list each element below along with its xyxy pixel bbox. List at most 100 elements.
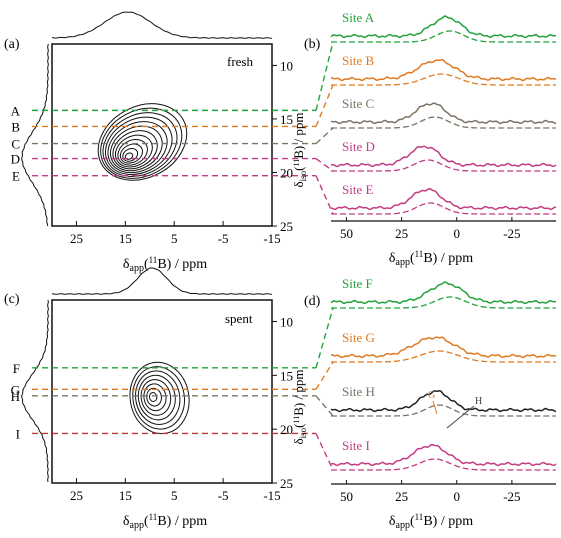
spectrum-fit bbox=[331, 30, 556, 43]
series-label: Site H bbox=[342, 384, 375, 399]
site-label-H: H bbox=[11, 389, 20, 404]
contour-level bbox=[114, 134, 153, 168]
x-axis-label: δapp(11B) / ppm bbox=[123, 512, 207, 531]
x-axis: 50 25 0 -25 bbox=[331, 217, 556, 241]
x-tick-label: -15 bbox=[263, 231, 280, 246]
x-tick-label: 15 bbox=[119, 231, 132, 246]
y-tick-label: 25 bbox=[280, 219, 293, 234]
series-label: Site A bbox=[342, 10, 375, 25]
x-tick-label: 25 bbox=[70, 488, 83, 503]
contour-level bbox=[105, 116, 173, 176]
x-tick-label: 25 bbox=[395, 226, 408, 241]
x-tick-label: 25 bbox=[70, 231, 83, 246]
site-connector bbox=[315, 41, 334, 111]
contour-level bbox=[132, 366, 185, 430]
contour-level bbox=[110, 125, 163, 172]
x-axis-label: δapp(11B) / ppm bbox=[389, 512, 473, 531]
plot-frame bbox=[51, 299, 273, 484]
y-tick-label: 25 bbox=[280, 476, 293, 491]
contour-level bbox=[146, 387, 162, 407]
panel-label: (c) bbox=[4, 292, 20, 307]
contour-level bbox=[124, 152, 134, 160]
site-label-C: C bbox=[11, 137, 20, 152]
site-label-G: G bbox=[11, 382, 20, 397]
contour-level bbox=[148, 392, 158, 402]
site-label-E: E bbox=[12, 169, 20, 184]
x-axis: 25 15 5 -5 -15 bbox=[70, 478, 281, 503]
site-label-B: B bbox=[11, 119, 20, 134]
annotation-G: G bbox=[428, 390, 435, 401]
spectrum bbox=[330, 145, 557, 168]
x-tick-label: -5 bbox=[218, 488, 229, 503]
annotation-H: H bbox=[475, 396, 482, 407]
spectrum bbox=[330, 390, 557, 413]
y-tick-label: 20 bbox=[280, 165, 293, 180]
site-label-F: F bbox=[13, 361, 20, 376]
left-projection bbox=[21, 299, 49, 483]
contour-level bbox=[100, 107, 183, 179]
spectrum-fit bbox=[331, 296, 556, 309]
site-connector bbox=[315, 395, 334, 417]
series-label: Site I bbox=[342, 438, 370, 453]
top-projection bbox=[51, 267, 273, 295]
x-tick-label: 50 bbox=[340, 489, 353, 504]
y-axis: 10 15 20 25 bbox=[272, 315, 293, 491]
x-axis: 25 15 5 -5 -15 bbox=[70, 221, 281, 246]
series-label: Site C bbox=[342, 96, 374, 111]
site-label-D: D bbox=[11, 152, 20, 167]
annotations: GH bbox=[428, 390, 482, 429]
spectrum-fit bbox=[331, 116, 556, 129]
spectrum-fit bbox=[331, 458, 556, 471]
annotation-G-pointer bbox=[432, 400, 438, 415]
series-label: Site B bbox=[342, 53, 374, 68]
site-connector bbox=[315, 127, 334, 145]
site-connector bbox=[315, 158, 334, 172]
y-axis: 10 15 20 25 bbox=[272, 58, 293, 234]
spectra: Site A Site B Site C Site D Site E bbox=[315, 10, 557, 215]
contour-plot bbox=[97, 103, 188, 181]
series-label: Site G bbox=[342, 330, 375, 345]
state-label: fresh bbox=[227, 54, 253, 69]
spectrum-fit bbox=[331, 73, 556, 86]
site-label-A: A bbox=[11, 103, 21, 118]
contour-plot bbox=[129, 361, 190, 435]
x-axis: 50 25 0 -25 bbox=[331, 480, 556, 504]
panel-c: (c) FGH I 25 15 5 -5 -15 10 15 20 25 spent δapp(… bbox=[4, 267, 316, 531]
spectrum bbox=[330, 443, 557, 467]
site-connector bbox=[315, 361, 334, 390]
site-connector bbox=[315, 307, 334, 368]
spectrum bbox=[330, 58, 557, 82]
spectrum-fit bbox=[331, 350, 556, 363]
spectrum-fit bbox=[331, 159, 556, 172]
panel-label: (d) bbox=[304, 294, 321, 309]
x-tick-label: 15 bbox=[119, 488, 132, 503]
y-tick-label: 15 bbox=[280, 368, 293, 383]
spectrum bbox=[330, 102, 557, 125]
y-axis-label: δiso(11B) / ppm bbox=[291, 113, 308, 188]
left-projection bbox=[21, 43, 49, 227]
x-axis-label: δapp(11B) / ppm bbox=[123, 255, 207, 274]
x-axis-label: δapp(11B) / ppm bbox=[389, 249, 473, 268]
panel-label: (a) bbox=[4, 37, 20, 52]
x-tick-label: -5 bbox=[218, 231, 229, 246]
y-tick-label: 10 bbox=[280, 58, 293, 73]
contour-level bbox=[135, 370, 181, 425]
spectra: Site F Site G Site H Site I bbox=[315, 276, 557, 471]
spectrum-fit bbox=[331, 404, 556, 417]
x-tick-label: -15 bbox=[263, 488, 280, 503]
spectrum bbox=[330, 336, 557, 359]
y-tick-label: 10 bbox=[280, 315, 293, 330]
site-label-I: I bbox=[16, 426, 20, 441]
spectrum bbox=[330, 281, 557, 305]
spectrum-fit bbox=[331, 202, 556, 215]
site-connector bbox=[315, 84, 334, 127]
series-label: Site F bbox=[342, 276, 373, 291]
x-tick-label: 25 bbox=[395, 489, 408, 504]
contour-level bbox=[137, 374, 176, 421]
y-tick-label: 20 bbox=[280, 422, 293, 437]
state-label: spent bbox=[225, 311, 253, 326]
